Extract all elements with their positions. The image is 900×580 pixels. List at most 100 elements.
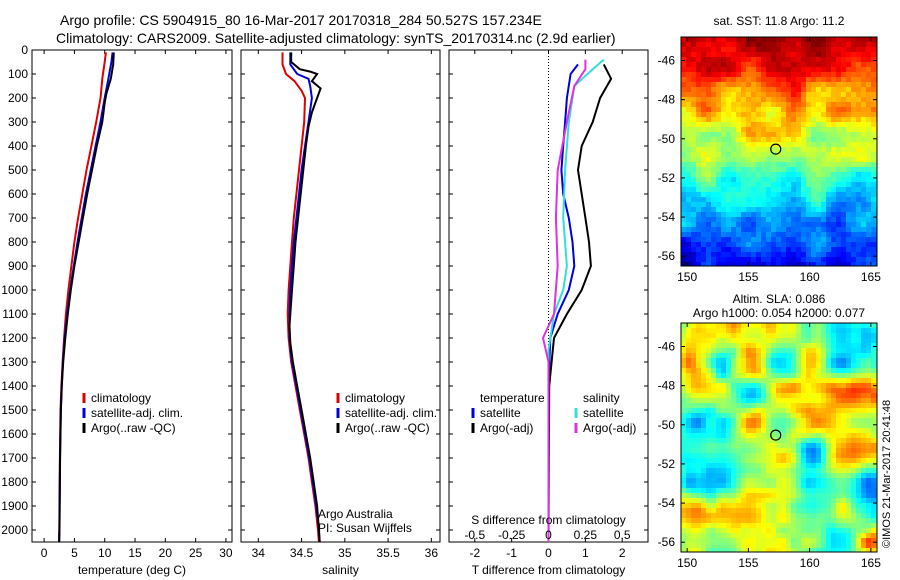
map-cell <box>846 187 851 192</box>
map-cell <box>721 137 726 142</box>
map-cell <box>791 448 796 453</box>
map-cell <box>861 112 866 117</box>
map-cell <box>846 328 851 333</box>
map-cell <box>686 523 691 528</box>
map-cell <box>726 328 731 333</box>
map-cell <box>826 67 831 72</box>
map-cell <box>811 252 816 257</box>
map-cell <box>776 222 781 227</box>
map-cell <box>851 212 856 217</box>
map-cell <box>786 227 791 232</box>
map-cell <box>831 403 836 408</box>
map-cell <box>816 187 821 192</box>
map-cell <box>686 132 691 137</box>
map-cell <box>721 363 726 368</box>
map-cell <box>806 468 811 473</box>
map-cell <box>786 508 791 513</box>
map-cell <box>846 458 851 463</box>
map-cell <box>816 152 821 157</box>
map-cell <box>841 518 846 523</box>
map-cell <box>791 217 796 222</box>
map-cell <box>821 262 826 266</box>
map-cell <box>866 533 871 538</box>
map-cell <box>861 57 866 62</box>
map-cell <box>751 212 756 217</box>
map-cell <box>696 42 701 47</box>
map-cell <box>866 142 871 147</box>
map-cell <box>871 42 876 47</box>
map-cell <box>766 102 771 107</box>
map-cell <box>856 348 861 353</box>
map-cell <box>786 538 791 543</box>
map-cell <box>851 323 856 328</box>
map-cell <box>696 72 701 77</box>
map-cell <box>771 97 776 102</box>
map-cell <box>736 182 741 187</box>
map-cell <box>841 167 846 172</box>
map-cell <box>736 423 741 428</box>
map-cell <box>846 468 851 473</box>
map-cell <box>816 528 821 533</box>
map-cell <box>716 182 721 187</box>
map-cell <box>716 428 721 433</box>
map-cell <box>801 162 806 167</box>
map-cell <box>806 212 811 217</box>
map-cell <box>741 443 746 448</box>
salinity-panel: 34 34.5 35 35.5 36salinityclimatologysatelli… <box>240 49 441 577</box>
map-cell <box>821 227 826 232</box>
map-cell <box>681 328 686 333</box>
map-cell <box>796 418 801 423</box>
map-cell <box>776 373 781 378</box>
map-cell <box>866 202 871 207</box>
map-cell <box>761 453 766 458</box>
map-cell <box>776 57 781 62</box>
map-cell <box>771 137 776 142</box>
map-cell <box>811 52 816 57</box>
map-cell <box>746 52 751 57</box>
map-cell <box>806 393 811 398</box>
map-cell <box>751 222 756 227</box>
map-cell <box>706 177 711 182</box>
map-cell <box>851 378 856 383</box>
map-frame <box>680 36 878 267</box>
map-cell <box>776 453 781 458</box>
map-cell <box>801 483 806 488</box>
map-cell <box>751 363 756 368</box>
map-cell <box>856 433 861 438</box>
map-cell <box>866 338 871 343</box>
map-cell <box>791 97 796 102</box>
map-cell <box>696 518 701 523</box>
map-cell <box>686 187 691 192</box>
map-cell <box>841 533 846 538</box>
map-cell <box>791 518 796 523</box>
map-cell <box>706 548 711 552</box>
map-cell <box>711 323 716 328</box>
x-tick-label: 34 <box>252 546 266 560</box>
map-cell <box>791 508 796 513</box>
map-cell <box>831 443 836 448</box>
map-cell <box>806 473 811 478</box>
map-cell <box>711 82 716 87</box>
map-cell <box>801 518 806 523</box>
map-cell <box>806 538 811 543</box>
map-cell <box>831 52 836 57</box>
map-cell <box>716 518 721 523</box>
map-cell <box>691 152 696 157</box>
map-cell <box>771 102 776 107</box>
map-cell <box>736 328 741 333</box>
map-cell <box>831 328 836 333</box>
map-cell <box>766 47 771 52</box>
map-cell <box>716 157 721 162</box>
map-cell <box>806 513 811 518</box>
map-cell <box>826 373 831 378</box>
map-cell <box>776 62 781 67</box>
map-cell <box>711 508 716 513</box>
map-cell <box>841 227 846 232</box>
y-tick-label: 1700 <box>1 451 28 465</box>
map-cell <box>776 343 781 348</box>
map-cell <box>796 212 801 217</box>
map-cell <box>776 463 781 468</box>
map-cell <box>751 152 756 157</box>
map-cell <box>826 543 831 548</box>
map-cell <box>821 142 826 147</box>
